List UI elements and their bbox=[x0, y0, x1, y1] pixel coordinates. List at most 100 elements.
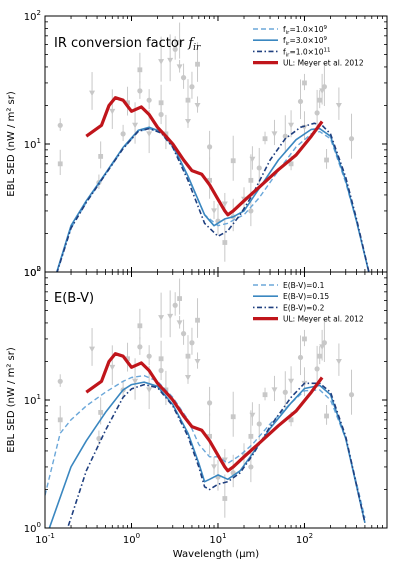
obs-point bbox=[206, 400, 213, 406]
obs-point bbox=[221, 201, 228, 207]
bottom-plot-frame bbox=[44, 271, 388, 529]
obs-point bbox=[248, 177, 254, 183]
obs-point bbox=[288, 417, 294, 423]
bottom-x-axis: 10-1 100 101 102 bbox=[35, 272, 388, 546]
obs-point bbox=[137, 67, 143, 73]
obs-point bbox=[176, 64, 183, 70]
obs-point bbox=[89, 346, 96, 353]
bottom-series-lines bbox=[45, 352, 366, 528]
y-tick-label: 100 bbox=[24, 521, 41, 535]
top-series-lines bbox=[55, 96, 370, 272]
obs-point bbox=[221, 457, 228, 463]
top-panel-title: IR conversion factor fir bbox=[54, 36, 201, 53]
obs-point bbox=[184, 374, 191, 381]
obs-point bbox=[176, 320, 183, 326]
obs-point bbox=[271, 387, 278, 393]
obs-point bbox=[249, 156, 256, 163]
obs-point bbox=[132, 122, 139, 129]
obs-point bbox=[256, 421, 262, 427]
x-tick-label: 102 bbox=[296, 532, 313, 546]
obs-point bbox=[207, 433, 212, 439]
x-tick-label: 101 bbox=[209, 532, 226, 546]
y-tick-label: 100 bbox=[24, 265, 41, 279]
obs-point bbox=[185, 353, 191, 359]
legend-label-4: UL: Meyer et al. 2012 bbox=[283, 315, 364, 324]
obs-point bbox=[158, 59, 165, 65]
bottom-panel-title: E(B-V) bbox=[54, 291, 94, 306]
obs-point bbox=[222, 496, 228, 501]
obs-point bbox=[125, 356, 130, 362]
obs-point bbox=[282, 389, 288, 395]
obs-point bbox=[57, 378, 63, 384]
top-x-axis-ticks bbox=[44, 16, 388, 272]
obs-point bbox=[167, 57, 174, 64]
obs-point bbox=[158, 111, 164, 118]
obs-point bbox=[230, 414, 236, 420]
obs-point bbox=[206, 144, 213, 150]
top-y-axis-label: EBL SED (nW / m² sr) bbox=[6, 91, 17, 197]
obs-point bbox=[120, 131, 126, 137]
obs-point bbox=[314, 366, 320, 372]
x-tick-label: 100 bbox=[123, 532, 140, 546]
obs-point bbox=[194, 358, 201, 365]
bottom-y-axis: 100 101 102 bbox=[24, 265, 387, 535]
obs-point bbox=[321, 84, 327, 90]
obs-point bbox=[184, 118, 191, 125]
top-plot-frame bbox=[44, 15, 388, 273]
obs-point bbox=[302, 336, 307, 342]
y-tick-label: 101 bbox=[24, 393, 41, 407]
obs-point bbox=[194, 102, 201, 109]
obs-point bbox=[177, 296, 183, 301]
legend-label-3: E(B-V)=0.2 bbox=[283, 303, 325, 312]
obs-point bbox=[288, 378, 295, 385]
obs-point bbox=[158, 315, 165, 321]
obs-point bbox=[163, 131, 169, 137]
y-tick-label: 102 bbox=[24, 9, 41, 23]
obs-point bbox=[132, 378, 139, 385]
y-tick-label: 101 bbox=[24, 137, 41, 151]
bottom-series-line-4 bbox=[85, 352, 324, 473]
x-tick-label: 10-1 bbox=[35, 532, 55, 546]
obs-point bbox=[230, 158, 236, 164]
obs-point bbox=[248, 208, 254, 214]
obs-point bbox=[288, 161, 294, 167]
obs-point bbox=[109, 108, 116, 115]
obs-point bbox=[189, 84, 195, 90]
obs-point bbox=[109, 364, 116, 371]
obs-point bbox=[57, 161, 63, 167]
obs-point bbox=[167, 313, 174, 320]
obs-point bbox=[137, 88, 143, 94]
obs-point bbox=[302, 80, 307, 86]
obs-point bbox=[248, 433, 254, 439]
obs-point bbox=[319, 344, 326, 350]
top-panel: 100 101 102 EBL SED (nW / m² sr) IR conver… bbox=[6, 9, 388, 279]
obs-point bbox=[249, 412, 256, 419]
obs-point bbox=[98, 410, 104, 415]
obs-point bbox=[297, 98, 304, 105]
obs-point bbox=[89, 90, 96, 97]
obs-point bbox=[57, 417, 63, 423]
obs-point bbox=[146, 131, 153, 137]
obs-point bbox=[195, 61, 200, 67]
top-y-axis: 100 101 102 bbox=[24, 9, 387, 279]
obs-point bbox=[185, 97, 191, 103]
bottom-series-line-2 bbox=[48, 381, 366, 528]
legend-label-4: UL: Meyer et al. 2012 bbox=[283, 59, 364, 68]
obs-point bbox=[180, 75, 187, 81]
obs-point bbox=[177, 40, 183, 45]
obs-point bbox=[172, 46, 178, 52]
top-observation-points bbox=[57, 22, 355, 262]
obs-point bbox=[262, 136, 268, 142]
obs-point bbox=[348, 392, 355, 398]
obs-point bbox=[282, 133, 288, 139]
obs-point bbox=[207, 177, 212, 183]
x-axis-label: Wavelength (μm) bbox=[173, 549, 260, 560]
legend-label-2: E(B-V)=0.15 bbox=[283, 292, 329, 301]
obs-point bbox=[317, 97, 323, 103]
obs-point bbox=[271, 131, 278, 137]
obs-point bbox=[288, 122, 295, 129]
obs-point bbox=[314, 110, 320, 116]
obs-point bbox=[137, 344, 143, 350]
legend-label-3: fir=1.0×1011 bbox=[283, 47, 330, 58]
